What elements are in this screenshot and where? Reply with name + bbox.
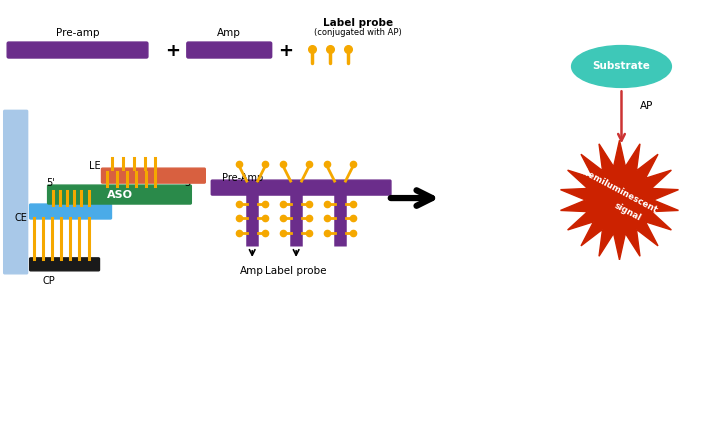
Text: Label probe: Label probe bbox=[323, 18, 393, 28]
FancyBboxPatch shape bbox=[187, 42, 272, 58]
FancyBboxPatch shape bbox=[29, 204, 111, 219]
Text: Pre-Amp: Pre-Amp bbox=[222, 173, 264, 183]
Text: CP: CP bbox=[42, 276, 55, 286]
Text: (conjugated with AP): (conjugated with AP) bbox=[314, 28, 402, 37]
Text: Amp: Amp bbox=[217, 27, 241, 38]
Text: Pre-amp: Pre-amp bbox=[56, 27, 99, 38]
Text: Amp: Amp bbox=[240, 266, 264, 276]
FancyBboxPatch shape bbox=[29, 258, 100, 271]
Text: +: + bbox=[277, 42, 293, 59]
Text: LE: LE bbox=[89, 161, 100, 171]
Text: 3': 3' bbox=[184, 178, 193, 188]
Text: +: + bbox=[165, 42, 180, 59]
Text: AP: AP bbox=[640, 101, 653, 111]
FancyBboxPatch shape bbox=[4, 110, 28, 274]
FancyBboxPatch shape bbox=[212, 180, 391, 195]
Text: CE: CE bbox=[15, 213, 28, 223]
Text: 5': 5' bbox=[46, 178, 55, 188]
Text: Chemiluminescent: Chemiluminescent bbox=[576, 165, 660, 215]
Text: ASO: ASO bbox=[106, 190, 133, 199]
Text: signal: signal bbox=[612, 201, 642, 223]
Ellipse shape bbox=[571, 45, 671, 87]
FancyBboxPatch shape bbox=[102, 168, 205, 183]
FancyBboxPatch shape bbox=[7, 42, 148, 58]
Polygon shape bbox=[561, 140, 678, 260]
Text: Label probe: Label probe bbox=[265, 266, 327, 276]
Text: Substrate: Substrate bbox=[592, 62, 650, 71]
FancyBboxPatch shape bbox=[47, 185, 191, 204]
